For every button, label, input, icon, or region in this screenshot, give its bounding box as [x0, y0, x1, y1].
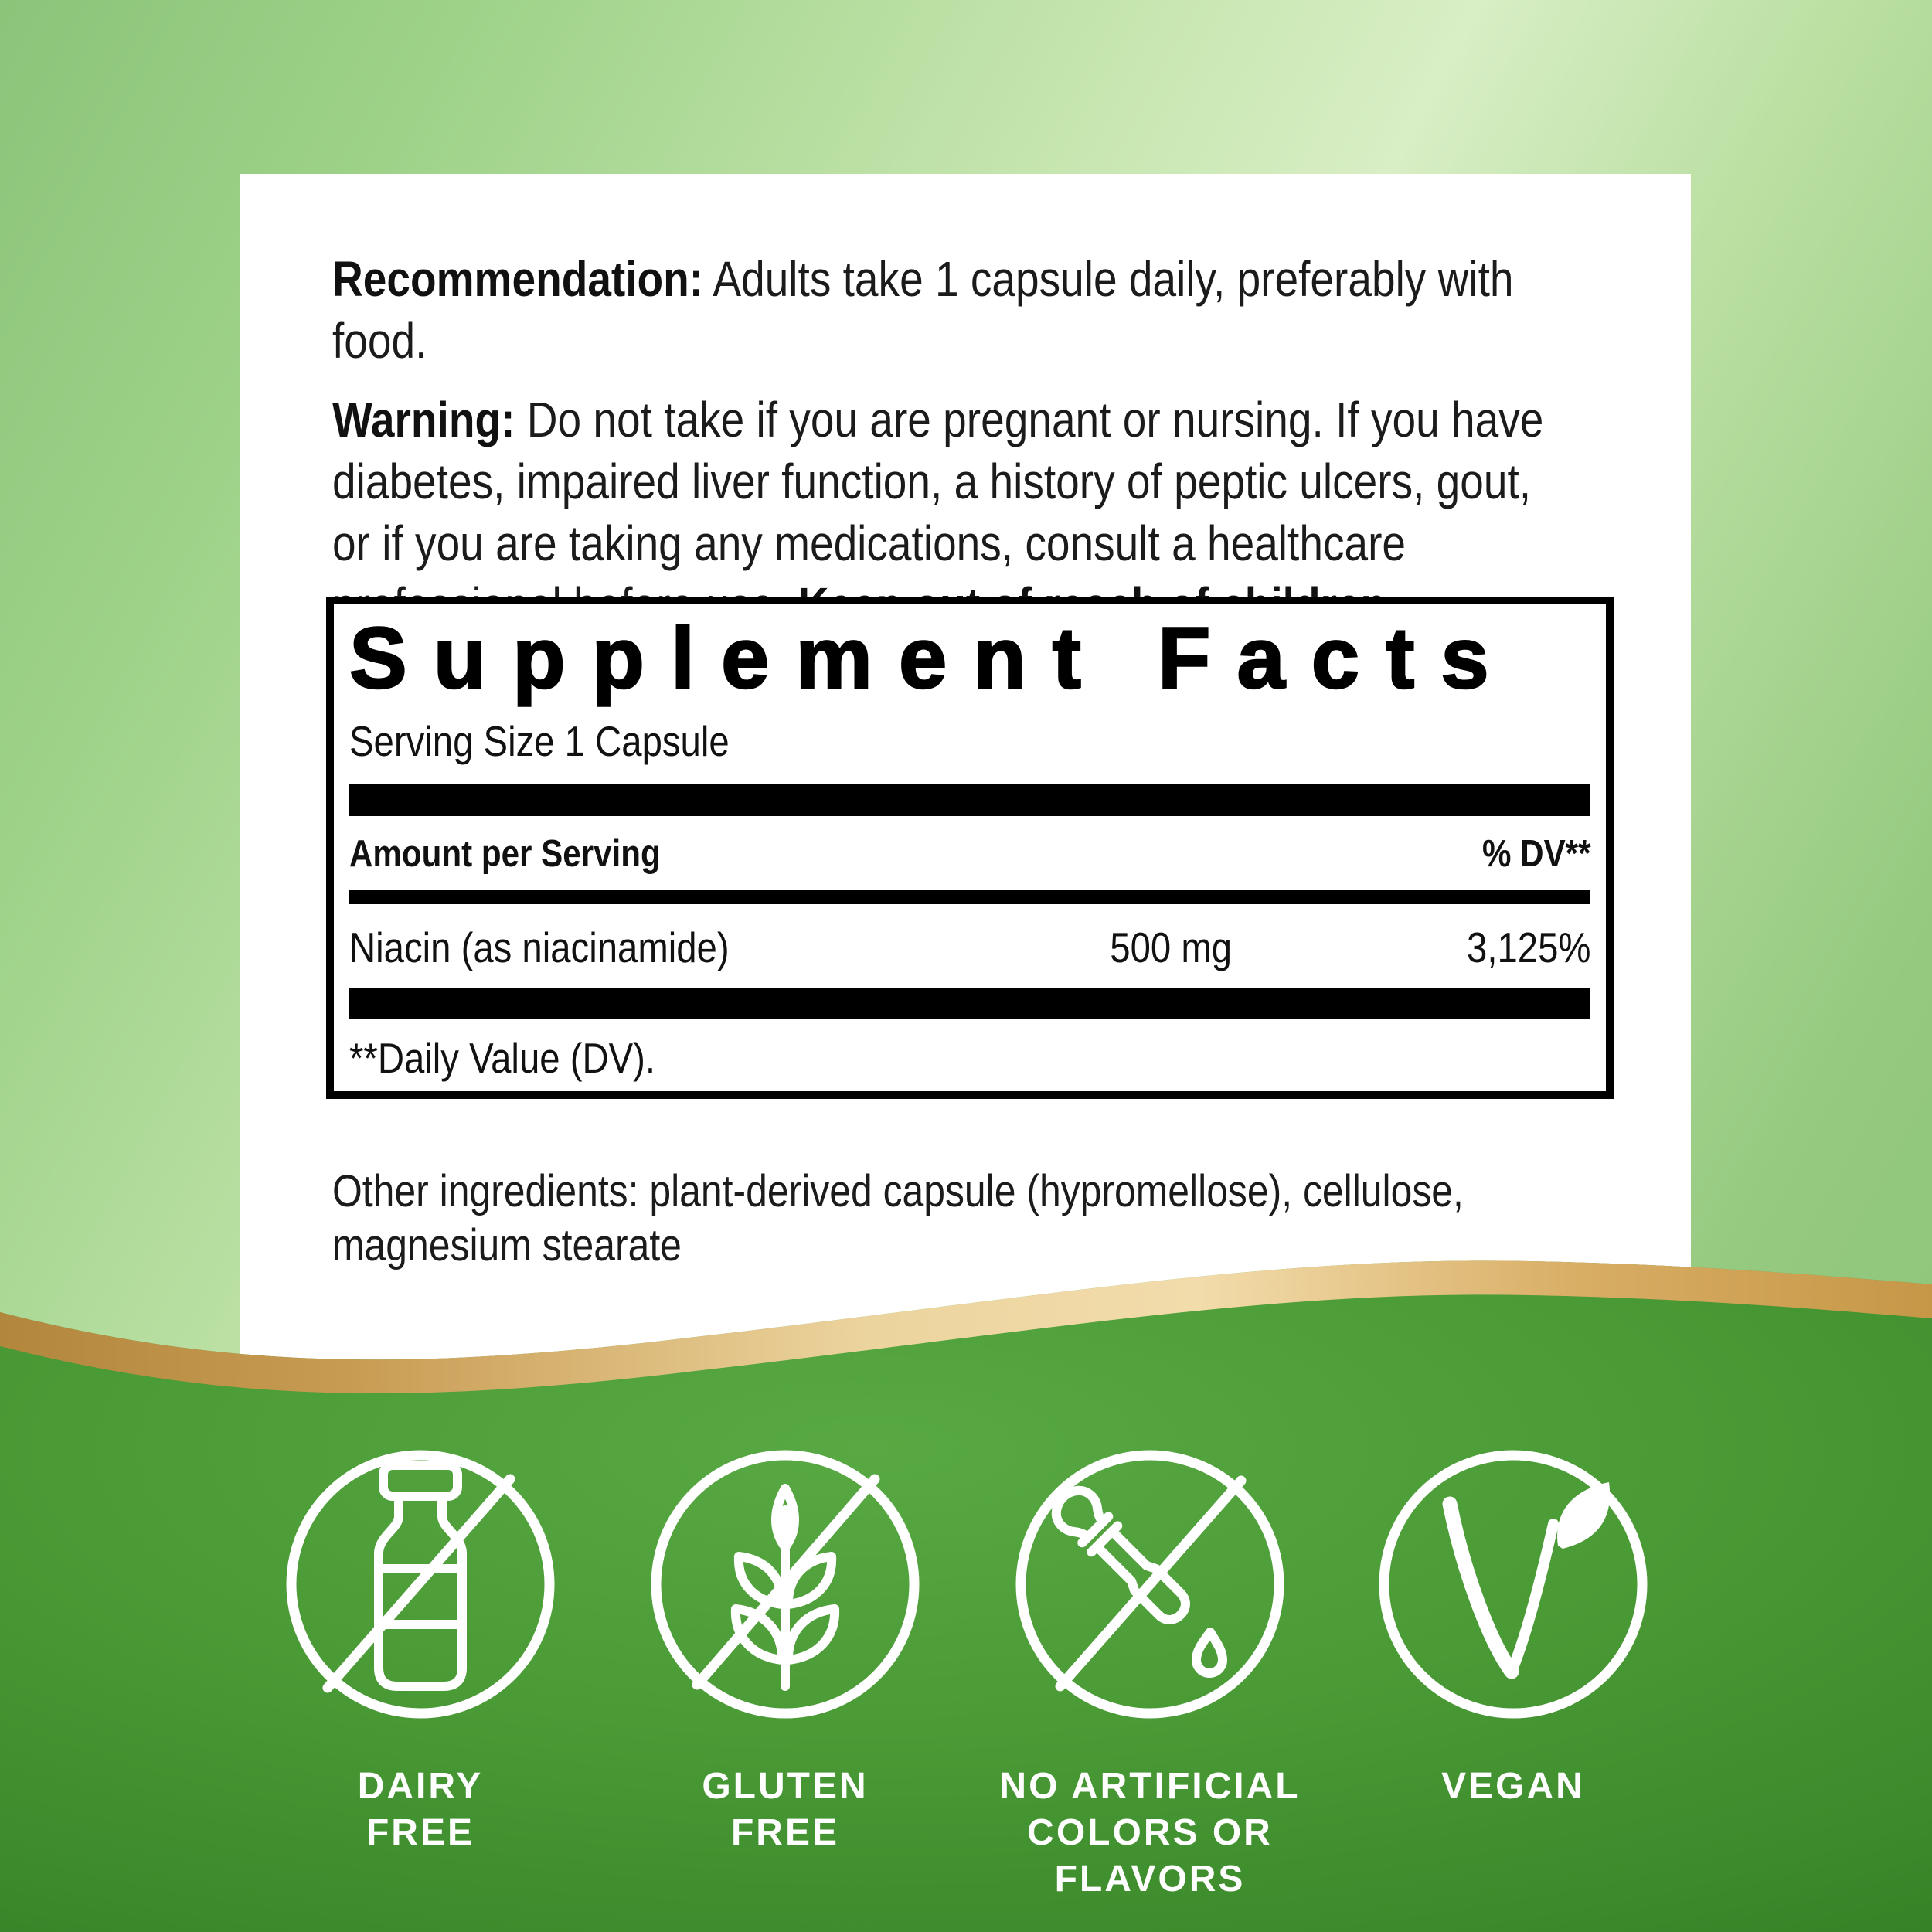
badge-label-line: GLUTEN	[702, 1766, 869, 1807]
no-dairy-icon	[286, 1450, 555, 1719]
gold-ribbon	[0, 1260, 1932, 1393]
gluten-free-label: GLUTEN FREE	[603, 1764, 968, 1856]
no-artificial-icon	[1015, 1450, 1284, 1719]
divider-bar-thick-bottom	[349, 988, 1590, 1019]
badge-label-line: DAIRY	[357, 1766, 484, 1807]
supplement-facts-box: Supplement Facts Serving Size 1 Capsule …	[326, 597, 1614, 1099]
wave-divider	[0, 1260, 1932, 1932]
warning-label: Warning:	[332, 392, 515, 447]
no-gluten-icon	[651, 1450, 920, 1719]
no-artificial-label: NO ARTIFICIAL COLORS OR FLAVORS	[968, 1764, 1332, 1903]
divider-bar-medium	[349, 890, 1590, 904]
badge-label-line: VEGAN	[1441, 1766, 1585, 1807]
nutrient-amount: 500 mg	[1110, 923, 1233, 971]
directions-label: Recommendation:	[332, 251, 704, 307]
percent-dv-header: % DV**	[1481, 833, 1591, 875]
badge-label-line: FREE	[366, 1812, 474, 1853]
label-white-panel: Recommendation: Adults take 1 capsule da…	[240, 174, 1691, 1391]
badge-label-line: NO ARTIFICIAL	[999, 1766, 1301, 1807]
dairy-free-label: DAIRY FREE	[238, 1764, 603, 1856]
divider-bar-thick-top	[349, 784, 1590, 816]
serving-size: Serving Size 1 Capsule	[349, 717, 730, 765]
amount-per-serving-header: Amount per Serving	[349, 833, 661, 875]
badge-label-line: FREE	[730, 1812, 839, 1853]
directions-text: Adults take 1 capsule daily, preferably …	[332, 251, 1514, 369]
facts-header-row: Amount per Serving % DV**	[349, 816, 1590, 890]
bottom-green-field	[0, 1260, 1932, 1932]
directions-paragraph: Recommendation: Adults take 1 capsule da…	[332, 248, 1547, 372]
daily-value-footnote: **Daily Value (DV).	[349, 1034, 656, 1082]
supplement-facts-title: Supplement Facts	[349, 610, 1515, 706]
nutrient-name: Niacin (as niacinamide)	[349, 923, 730, 971]
other-ingredients: Other ingredients: plant-derived capsule…	[332, 1166, 1464, 1270]
badge-label-line: FLAVORS	[1054, 1859, 1246, 1900]
nutrient-row: Niacin (as niacinamide) 500 mg 3,125%	[349, 904, 1590, 988]
vegan-icon	[1379, 1450, 1648, 1719]
nutrient-dv: 3,125%	[1467, 923, 1591, 971]
vegan-label: VEGAN	[1331, 1764, 1696, 1810]
badge-label-line: COLORS OR	[1027, 1812, 1273, 1853]
